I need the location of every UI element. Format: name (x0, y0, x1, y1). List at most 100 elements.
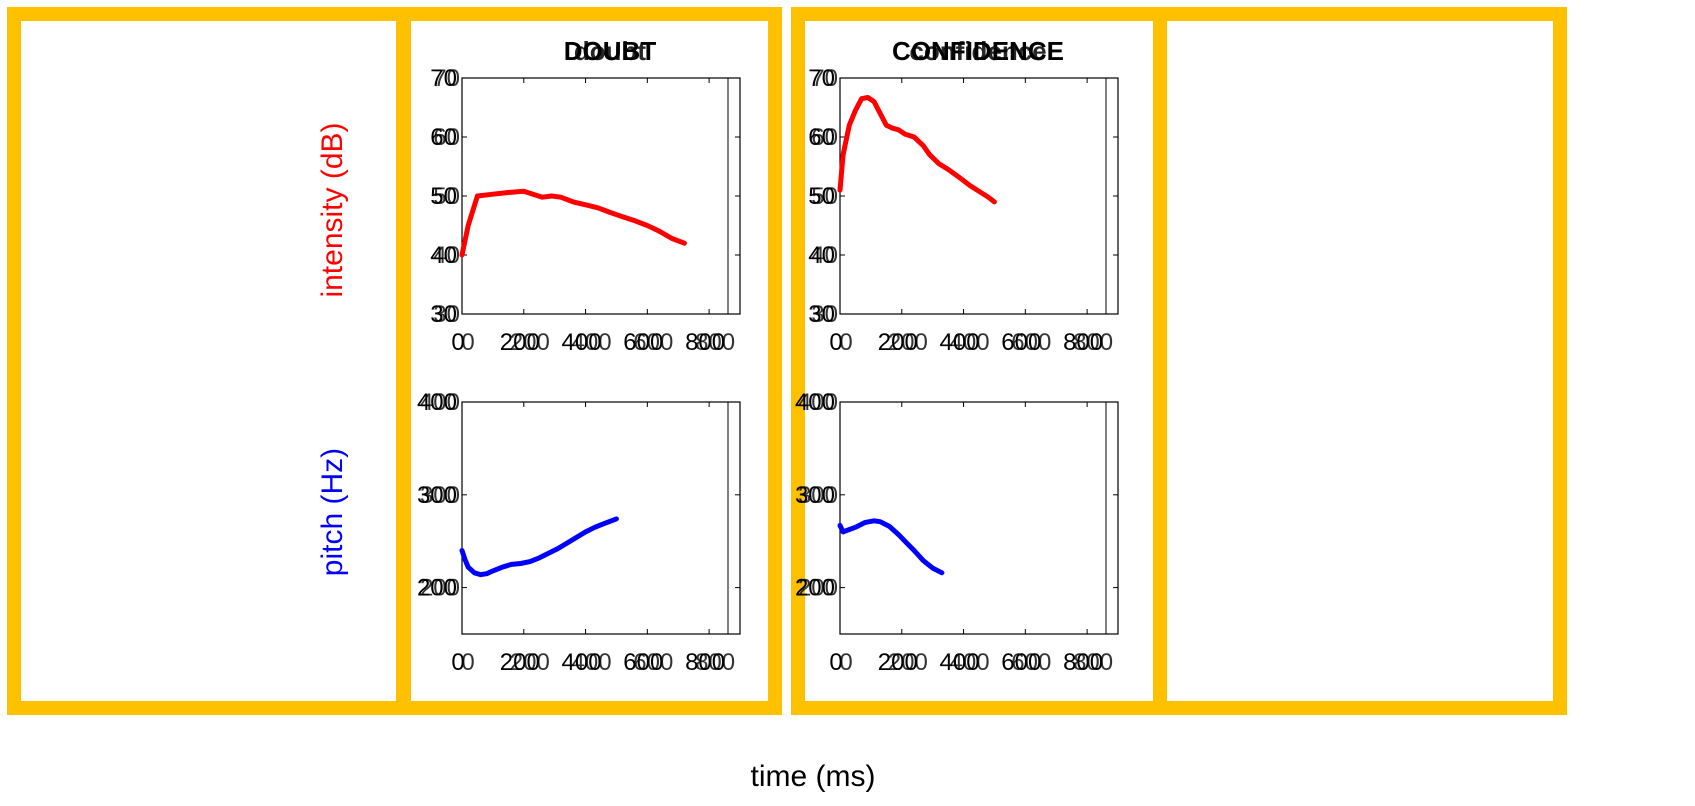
y-tick-label-ghost: 200 (798, 575, 838, 602)
y-tick-label-ghost: 60 (433, 124, 460, 151)
y-tick-label: 300 (417, 482, 457, 509)
x-tick-label: 800 (685, 329, 725, 356)
x-tick-label-ghost: 0 (461, 649, 474, 676)
x-tick-label: 0 (451, 649, 464, 676)
x-tick-label-ghost: 400 (950, 649, 990, 676)
x-tick-label-ghost: 200 (510, 649, 550, 676)
plot-area (839, 401, 1119, 635)
series-line (459, 188, 687, 258)
y-tick-label-ghost: 70 (433, 65, 460, 92)
y-tick-label: 50 (430, 183, 457, 210)
x-tick-label: 200 (878, 649, 918, 676)
x-tick-label-ghost: 400 (572, 649, 612, 676)
y-tick-label-ghost: 300 (798, 482, 838, 509)
y-tick-label: 300 (795, 482, 835, 509)
x-tick-label: 0 (829, 329, 842, 356)
series-line (459, 516, 619, 578)
intensity-axis-label: intensity (dB) (316, 122, 349, 297)
x-tick-label: 400 (940, 649, 980, 676)
series-line (837, 95, 997, 205)
x-tick-label: 600 (623, 329, 663, 356)
y-tick-label: 200 (417, 575, 457, 602)
frame-right-blank (1153, 7, 1567, 715)
x-tick-label-ghost: 600 (633, 329, 673, 356)
x-tick-label-ghost: 600 (633, 649, 673, 676)
y-tick-label: 200 (795, 575, 835, 602)
x-tick-label-ghost: 0 (839, 329, 852, 356)
y-tick-label-ghost: 50 (433, 183, 460, 210)
pitch-axis-label: pitch (Hz) (316, 448, 349, 576)
y-tick-label: 30 (808, 301, 835, 328)
x-tick-label-ghost: 400 (572, 329, 612, 356)
x-tick-label-ghost: 200 (510, 329, 550, 356)
confidence-title-ghost: confidence (909, 36, 1046, 66)
intensity-unit: dB (316, 132, 349, 169)
plot-area (461, 401, 741, 635)
x-tick-label-ghost: 800 (1073, 649, 1113, 676)
y-tick-label: 60 (430, 124, 457, 151)
y-tick-label-ghost: 30 (433, 301, 460, 328)
x-tick-label-ghost: 600 (1011, 649, 1051, 676)
x-tick-label-ghost: 600 (1011, 329, 1051, 356)
y-tick-label: 60 (808, 124, 835, 151)
x-tick-label: 800 (1063, 649, 1103, 676)
y-axis-labels: intensity (dB) pitch (Hz) (316, 122, 349, 576)
x-tick-label: 400 (940, 329, 980, 356)
x-tick-label-ghost: 800 (1073, 329, 1113, 356)
x-tick-label: 800 (685, 649, 725, 676)
x-tick-label: 800 (1063, 329, 1103, 356)
x-tick-label: 200 (878, 329, 918, 356)
x-tick-label-ghost: 800 (695, 649, 735, 676)
x-tick-label: 200 (500, 329, 540, 356)
x-tick-label: 400 (562, 649, 602, 676)
yellow-frames (7, 7, 1567, 715)
x-tick-label: 600 (1001, 329, 1041, 356)
x-tick-label-ghost: 0 (461, 329, 474, 356)
x-tick-label: 400 (562, 329, 602, 356)
x-tick-label-ghost: 200 (888, 649, 928, 676)
x-tick-label: 200 (500, 649, 540, 676)
x-tick-label: 600 (1001, 649, 1041, 676)
y-tick-label-ghost: 40 (811, 242, 838, 269)
y-tick-label-ghost: 300 (420, 482, 460, 509)
frame-doubt-column (396, 7, 782, 715)
y-tick-label-ghost: 50 (811, 183, 838, 210)
x-tick-label: 600 (623, 649, 663, 676)
x-tick-label-ghost: 0 (839, 649, 852, 676)
y-tick-label-ghost: 70 (811, 65, 838, 92)
y-tick-label-ghost: 40 (433, 242, 460, 269)
y-tick-label-ghost: 200 (420, 575, 460, 602)
x-tick-label: 0 (829, 649, 842, 676)
y-tick-label-ghost: 400 (798, 389, 838, 416)
x-tick-label-ghost: 800 (695, 329, 735, 356)
x-tick-label: 0 (451, 329, 464, 356)
y-tick-label: 70 (430, 65, 457, 92)
confidence-title: CONFIDENCE (892, 36, 1064, 66)
frame-left-blank (7, 7, 411, 715)
y-tick-label: 50 (808, 183, 835, 210)
doubt-title-ghost: doubt (574, 36, 647, 66)
y-tick-label: 400 (417, 389, 457, 416)
plot-area (461, 77, 741, 315)
pitch-unit: Hz (316, 458, 349, 495)
time-axis-label: time (ms) (751, 760, 876, 793)
y-tick-label-ghost: 30 (811, 301, 838, 328)
y-tick-label: 30 (430, 301, 457, 328)
y-tick-label: 400 (795, 389, 835, 416)
doubt-title: DOUBT (564, 36, 657, 66)
x-tick-label-ghost: 400 (950, 329, 990, 356)
y-tick-label: 40 (808, 242, 835, 269)
y-tick-label: 70 (808, 65, 835, 92)
y-tick-label-ghost: 60 (811, 124, 838, 151)
y-tick-label: 40 (430, 242, 457, 269)
y-tick-label-ghost: 400 (420, 389, 460, 416)
column-titles: DOUBT doubt CONFIDENCE confidence (564, 36, 1064, 66)
series-line (837, 518, 945, 576)
x-tick-label-ghost: 200 (888, 329, 928, 356)
